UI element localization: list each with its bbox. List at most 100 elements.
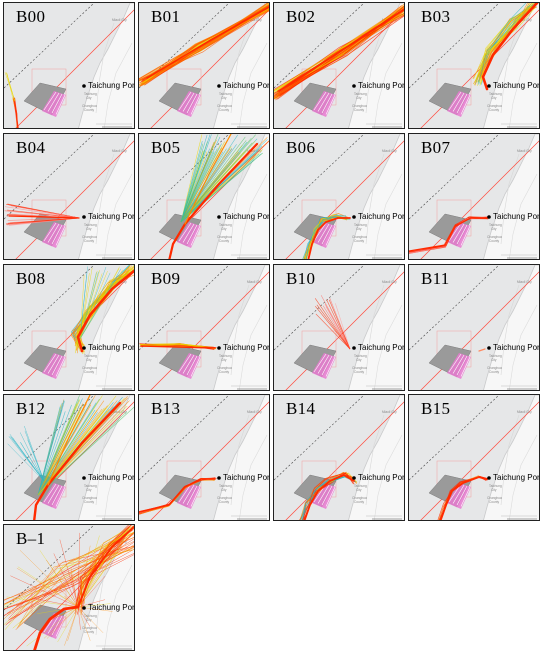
boundary-line — [150, 401, 269, 520]
trajectory-panel-grid: Taichung City Changhua County Miaoli City Tai… — [3, 2, 544, 654]
port-marker — [487, 476, 491, 480]
panel-label: B12 — [16, 399, 46, 418]
panel-label: B08 — [16, 269, 46, 288]
land-area — [213, 134, 269, 259]
road-line — [373, 304, 403, 390]
main-track — [409, 217, 488, 252]
svg-text:Miaoli City: Miaoli City — [112, 18, 127, 22]
road-line — [508, 434, 538, 520]
road-line — [500, 22, 520, 114]
svg-text:City: City — [356, 488, 362, 492]
panel-label: B04 — [16, 138, 46, 157]
port-marker — [217, 476, 221, 480]
svg-text:Changhua: Changhua — [217, 235, 232, 239]
svg-text:Changhua: Changhua — [487, 496, 502, 500]
road-line — [230, 414, 250, 506]
road-line — [103, 42, 133, 128]
road-line — [365, 284, 385, 376]
svg-text:County: County — [219, 239, 230, 243]
svg-text:City: City — [86, 358, 92, 362]
road-line — [238, 304, 268, 390]
map-panel: Taichung City Changhua County Miaoli City Tai… — [3, 264, 135, 391]
wind-farm-pink — [42, 222, 66, 248]
road-line — [95, 153, 115, 245]
port-label: Taichung Port — [493, 81, 540, 90]
svg-text:Miaoli City: Miaoli City — [382, 410, 397, 414]
svg-text:Taichung: Taichung — [84, 484, 97, 488]
panel-label: B07 — [421, 138, 451, 157]
wind-farm-pink — [177, 222, 201, 248]
map-panel: Taichung City Changhua County Miaoli City Tai… — [3, 524, 135, 651]
svg-text:County: County — [219, 370, 230, 374]
svg-text:County: County — [489, 239, 500, 243]
main-track — [146, 6, 269, 79]
svg-text:Changhua: Changhua — [487, 235, 502, 239]
svg-text:Changhua: Changhua — [352, 235, 367, 239]
land-area — [213, 265, 269, 390]
svg-text:Changhua: Changhua — [352, 496, 367, 500]
dashed-boundary-line — [4, 395, 95, 481]
svg-text:Changhua: Changhua — [217, 104, 232, 108]
road-line — [508, 173, 538, 259]
boundary-line — [285, 401, 404, 520]
port-label: Taichung Port — [358, 473, 405, 482]
panel-label: B02 — [286, 7, 316, 26]
map-panel: Taichung City Changhua County Miaoli City Tai… — [3, 394, 135, 521]
svg-text:Miaoli City: Miaoli City — [112, 410, 127, 414]
svg-text:County: County — [84, 108, 95, 112]
panel-label: B13 — [151, 399, 181, 418]
wind-farm-pink — [42, 91, 66, 117]
boundary-line — [15, 9, 134, 128]
map-panel: Taichung City Changhua County Miaoli City Tai… — [3, 133, 135, 260]
road-line — [95, 284, 115, 376]
wind-farm-pink — [177, 353, 201, 379]
svg-text:Changhua: Changhua — [82, 235, 97, 239]
port-label: Taichung Port — [223, 343, 270, 352]
svg-text:Miaoli City: Miaoli City — [517, 149, 532, 153]
panel-label: B00 — [16, 7, 46, 26]
panel-label: B03 — [421, 7, 451, 26]
svg-text:Taichung: Taichung — [354, 92, 367, 96]
svg-text:Taichung: Taichung — [489, 484, 502, 488]
wind-farm-pink — [447, 91, 471, 117]
road-line — [500, 284, 520, 376]
port-label: Taichung Port — [493, 473, 540, 482]
svg-text:City: City — [491, 227, 497, 231]
main-track — [76, 269, 134, 353]
svg-text:Miaoli City: Miaoli City — [247, 410, 262, 414]
port-marker — [352, 215, 356, 219]
secondary-track — [47, 395, 91, 486]
track-fan — [6, 529, 133, 647]
svg-text:Taichung: Taichung — [354, 223, 367, 227]
main-track — [33, 605, 80, 650]
svg-text:County: County — [219, 108, 230, 112]
svg-text:Taichung: Taichung — [489, 92, 502, 96]
map-panel: Taichung City Changhua County Miaoli City Tai… — [273, 133, 405, 260]
svg-text:City: City — [491, 358, 497, 362]
road-line — [238, 173, 268, 259]
svg-text:City: City — [221, 227, 227, 231]
wind-farm-pink — [312, 483, 336, 509]
map-panel: Taichung City Changhua County Miaoli City Tai… — [273, 394, 405, 521]
panel-label: B09 — [151, 269, 181, 288]
boundary-line — [285, 140, 404, 259]
svg-text:Taichung: Taichung — [354, 484, 367, 488]
secondary-track — [77, 526, 134, 608]
svg-text:County: County — [354, 370, 365, 374]
land-area — [348, 395, 404, 520]
boundary-line — [150, 140, 269, 259]
